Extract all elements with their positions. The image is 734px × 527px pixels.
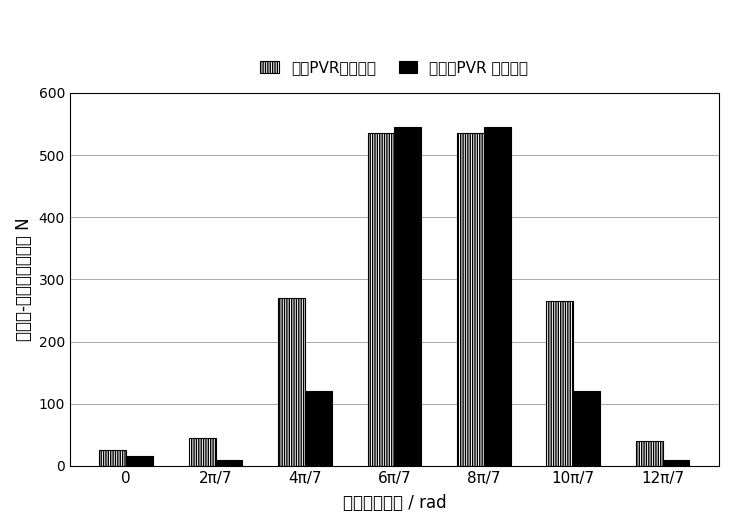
Bar	[457, 133, 484, 466]
Bar	[573, 391, 600, 466]
Bar	[394, 127, 421, 466]
Bar	[99, 450, 126, 466]
X-axis label: 滨动体方位角 / rad: 滨动体方位角 / rad	[343, 494, 446, 512]
Y-axis label: 滨动体-内圈接触载荷／ N: 滨动体-内圈接触载荷／ N	[15, 218, 33, 341]
Bar	[663, 460, 689, 466]
Bar	[305, 391, 332, 466]
Bar	[368, 133, 394, 466]
Bar	[189, 438, 216, 466]
Bar	[636, 441, 663, 466]
Bar	[484, 127, 511, 466]
Bar	[126, 456, 153, 466]
Legend: 考虑PVR润滑状态, 不考虑PVR 润滑状态: 考虑PVR润滑状态, 不考虑PVR 润滑状态	[255, 56, 533, 80]
Bar	[216, 460, 242, 466]
Bar	[546, 301, 573, 466]
Bar	[278, 298, 305, 466]
